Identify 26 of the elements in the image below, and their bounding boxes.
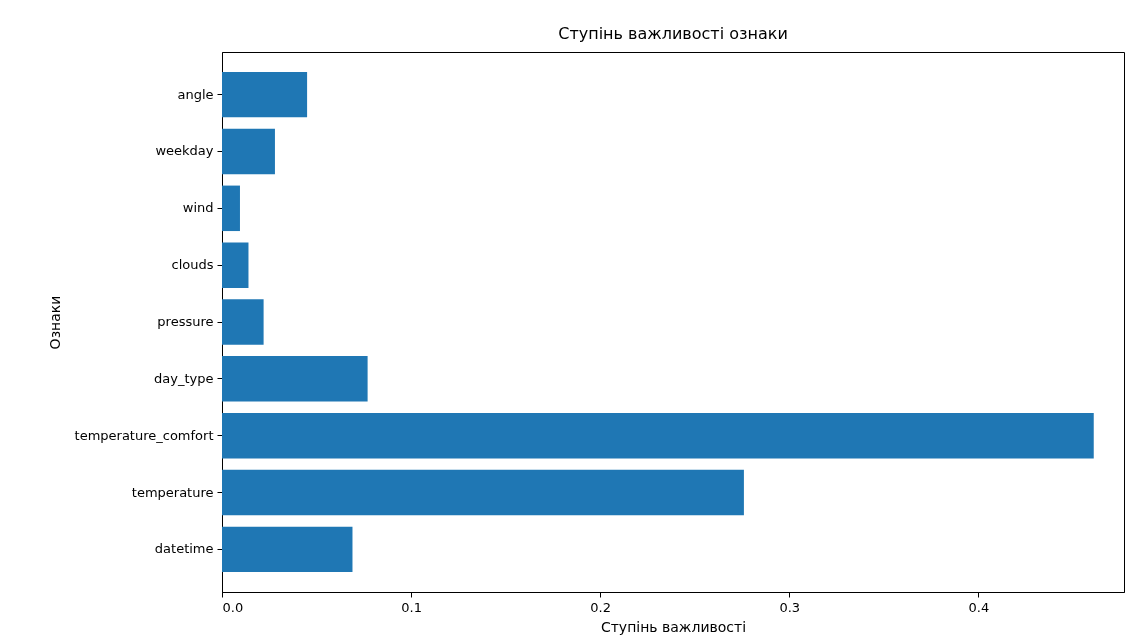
x-tick-label: 0.1 [401,599,422,615]
x-tick-label: 0.0 [222,599,244,615]
bar [222,526,353,573]
bar [222,242,249,288]
y-tick-label: pressure [157,314,214,329]
y-tick-label: datetime [154,541,214,557]
bar [222,128,275,175]
y-tick-label: angle [177,86,214,102]
y-tick-label: weekday [155,143,214,159]
x-tick-label: 0.2 [590,599,612,615]
y-tick-label: wind [182,200,214,216]
x-tick-label: 0.3 [779,599,801,615]
y-tick-label: clouds [171,257,214,273]
bar [222,71,308,118]
y-axis-title: Ознаки [46,295,63,350]
bar [222,299,264,345]
bar [222,469,744,516]
y-tick-label: day_type [154,370,214,386]
bar [222,412,1094,459]
bar [222,185,240,232]
y-tick-label: temperature [131,484,214,500]
x-tick-label: 0.4 [968,599,990,615]
y-tick-label: temperature_comfort [74,427,214,443]
x-axis-title: Ступінь важливості [600,618,747,635]
chart-title: Ступінь важливості ознаки [558,24,788,43]
bar [222,356,368,402]
